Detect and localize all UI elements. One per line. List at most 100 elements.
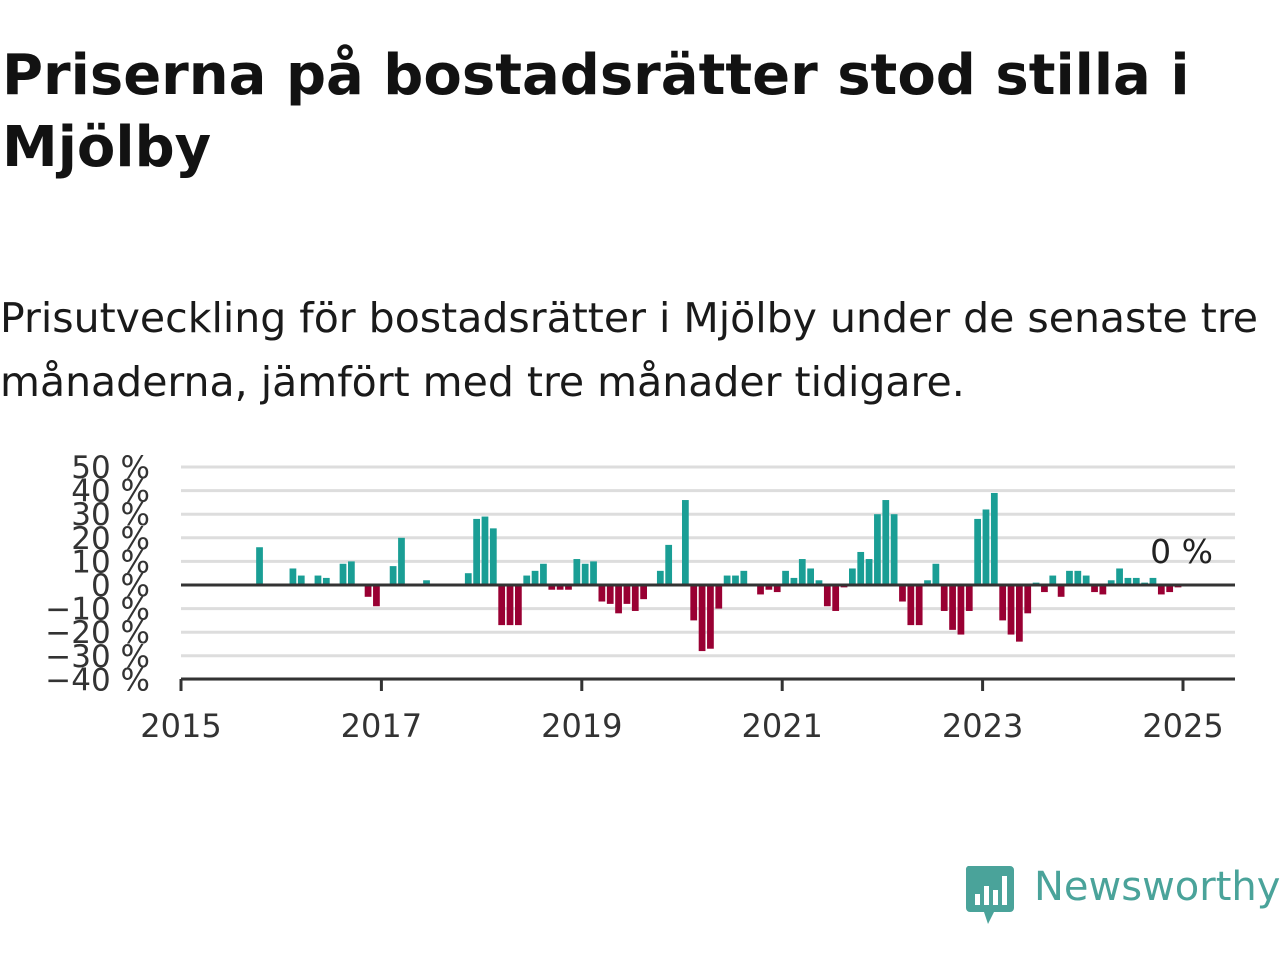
bar bbox=[874, 514, 881, 585]
bar bbox=[740, 570, 748, 585]
bar bbox=[322, 577, 330, 585]
bar bbox=[523, 575, 531, 585]
bar bbox=[1041, 585, 1048, 593]
bar bbox=[515, 585, 522, 626]
bar bbox=[314, 575, 322, 585]
bar bbox=[1082, 575, 1090, 585]
bar bbox=[256, 547, 263, 585]
bar bbox=[757, 585, 764, 595]
bar bbox=[606, 585, 614, 604]
bar bbox=[1007, 585, 1015, 635]
bar bbox=[540, 563, 547, 585]
bar bbox=[682, 500, 689, 585]
bar bbox=[423, 580, 430, 585]
bar bbox=[882, 500, 890, 585]
bar bbox=[598, 585, 606, 602]
bar bbox=[715, 585, 723, 609]
bar bbox=[1049, 575, 1057, 585]
y-tick-label: 10 % bbox=[71, 544, 150, 580]
bar bbox=[865, 559, 873, 585]
bar bbox=[506, 585, 514, 626]
bar bbox=[615, 585, 622, 614]
bar bbox=[857, 551, 865, 585]
y-tick-label: 0 % bbox=[91, 568, 150, 604]
bar bbox=[1057, 585, 1065, 597]
bar bbox=[339, 563, 347, 585]
axis-layer: 50 %40 %30 %20 %10 %0 %−10 %−20 %−30 %−4… bbox=[45, 450, 1235, 745]
y-tick-label: 50 % bbox=[71, 450, 150, 486]
bar bbox=[1149, 577, 1157, 585]
bar bbox=[565, 585, 572, 590]
bar bbox=[373, 585, 380, 607]
bar bbox=[773, 585, 781, 593]
bar bbox=[364, 585, 372, 597]
x-tick-label: 2017 bbox=[341, 707, 422, 745]
bar bbox=[957, 585, 965, 635]
newsworthy-logo-icon bbox=[965, 866, 1014, 924]
chart-title: Priserna på bostadsrätter stod stilla i … bbox=[2, 43, 1190, 180]
bars-layer bbox=[256, 492, 1182, 652]
bar bbox=[765, 585, 773, 590]
bar bbox=[965, 585, 973, 611]
bar bbox=[297, 575, 305, 585]
bar bbox=[940, 585, 948, 611]
bar bbox=[782, 570, 789, 585]
y-tick-label: 40 % bbox=[71, 474, 150, 510]
latest-value-annotation: 0 % bbox=[1150, 532, 1213, 571]
x-tick-label: 2021 bbox=[741, 707, 822, 745]
bar bbox=[907, 585, 915, 626]
bar bbox=[807, 568, 814, 585]
y-tick-label: −10 % bbox=[45, 592, 150, 628]
bar bbox=[1099, 585, 1107, 595]
x-tick-label: 2015 bbox=[140, 707, 221, 745]
bar bbox=[723, 575, 731, 585]
bar bbox=[832, 585, 840, 611]
bar bbox=[849, 568, 856, 585]
bar bbox=[623, 585, 631, 604]
bar bbox=[990, 492, 998, 585]
y-tick-label: −20 % bbox=[45, 615, 150, 651]
bar bbox=[665, 544, 673, 585]
bar bbox=[656, 570, 664, 585]
bar bbox=[1107, 580, 1115, 585]
bar bbox=[581, 563, 589, 585]
bar bbox=[1024, 585, 1032, 614]
bar bbox=[473, 518, 480, 585]
bar bbox=[289, 568, 297, 585]
chart-subtitle: Prisutveckling för bostadsrätter i Mjölb… bbox=[0, 294, 1259, 406]
bar bbox=[899, 585, 906, 602]
bar bbox=[1166, 585, 1174, 593]
bar bbox=[949, 585, 956, 630]
bar bbox=[548, 585, 556, 590]
bar bbox=[707, 585, 714, 649]
price-change-chart: 50 %40 %30 %20 %10 %0 %−10 %−20 %−30 %−4… bbox=[45, 450, 1235, 745]
bar bbox=[815, 580, 823, 585]
bar bbox=[489, 528, 497, 585]
bar bbox=[498, 585, 506, 626]
y-tick-label: 20 % bbox=[71, 521, 150, 557]
bar bbox=[823, 585, 831, 607]
bar bbox=[690, 585, 698, 621]
bar bbox=[640, 585, 647, 600]
bar bbox=[1074, 570, 1082, 585]
bar bbox=[915, 585, 923, 626]
bar bbox=[890, 514, 898, 585]
bar bbox=[573, 559, 581, 585]
bar bbox=[790, 577, 798, 585]
bar bbox=[932, 563, 940, 585]
bar bbox=[464, 573, 472, 585]
bar bbox=[631, 585, 639, 611]
bar bbox=[1091, 585, 1098, 593]
bar bbox=[1124, 577, 1132, 585]
bar bbox=[924, 580, 931, 585]
newsworthy-brand: Newsworthy bbox=[964, 862, 1280, 926]
x-tick-label: 2023 bbox=[942, 707, 1023, 745]
y-tick-label: −30 % bbox=[45, 639, 150, 675]
bar bbox=[1016, 585, 1023, 642]
x-tick-label: 2025 bbox=[1142, 707, 1223, 745]
bar bbox=[1066, 570, 1073, 585]
bar bbox=[1116, 568, 1123, 585]
bar bbox=[531, 570, 539, 585]
bar bbox=[1157, 585, 1165, 595]
y-tick-label: 30 % bbox=[71, 497, 150, 533]
